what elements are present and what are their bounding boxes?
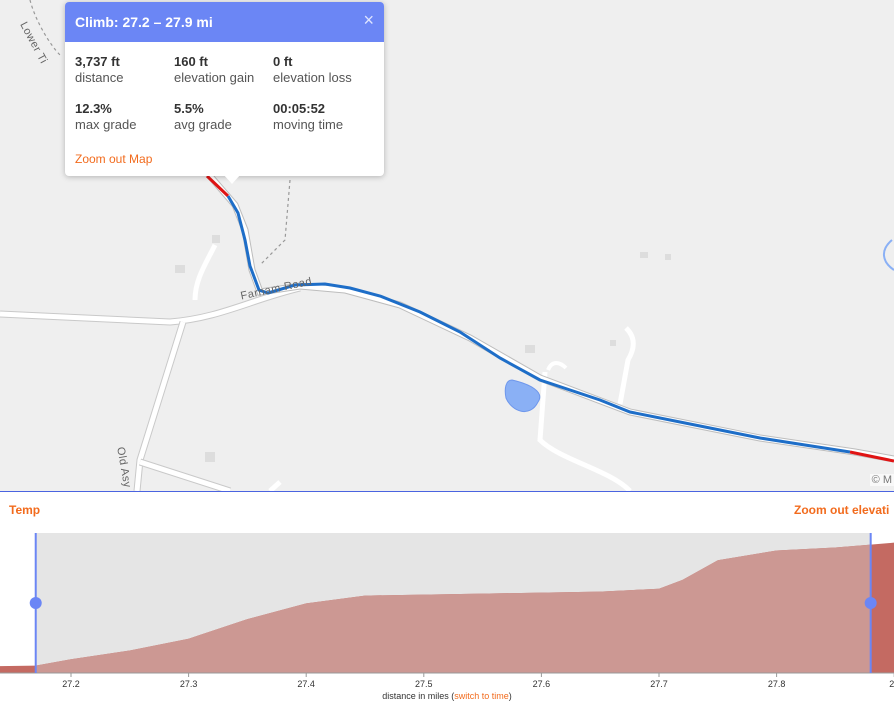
- driveway-5: [268, 480, 282, 491]
- stat-label: max grade: [75, 117, 137, 132]
- x-tick-label: 27.6: [533, 679, 551, 689]
- stat-elevation-gain: 160 ft elevation gain: [174, 54, 254, 86]
- road-west-fill: [0, 285, 301, 325]
- building: [640, 252, 648, 258]
- x-tick-label: 27: [889, 679, 894, 689]
- stat-value: 12.3%: [75, 101, 112, 116]
- x-tick-label: 27.5: [415, 679, 433, 689]
- building: [610, 340, 616, 346]
- stat-label: moving time: [273, 117, 344, 132]
- building: [525, 345, 535, 353]
- stat-label: distance: [75, 70, 124, 85]
- stat-label: elevation loss: [273, 70, 352, 85]
- x-axis: 27.2 27.3 27.4 27.5 27.6 27.7 27.8 27: [0, 672, 894, 689]
- elevation-chart[interactable]: 27.2 27.3 27.4 27.5 27.6 27.7 27.8 27: [0, 533, 894, 691]
- map-canvas[interactable]: [0, 0, 894, 491]
- stat-label: elevation gain: [174, 70, 255, 85]
- temp-button[interactable]: Temp: [9, 503, 41, 517]
- stat-value: 0 ft: [273, 54, 293, 69]
- popup-tip: [223, 174, 241, 184]
- stat-max-grade: 12.3% max grade: [75, 101, 136, 133]
- stat-label: avg grade: [174, 117, 232, 132]
- popup-title: Climb: 27.2 – 27.9 mi: [75, 14, 213, 30]
- building: [212, 235, 220, 243]
- zoom-out-elevation-button[interactable]: Zoom out elevati: [794, 503, 890, 517]
- x-tick-label: 27.8: [768, 679, 786, 689]
- map[interactable]: Farnam Road Lower Ti Old Asy © M Climb: …: [0, 0, 894, 491]
- stat-value: 3,737 ft: [75, 54, 120, 69]
- x-tick-label: 27.4: [297, 679, 315, 689]
- driveway-4: [617, 326, 636, 405]
- axis-caption: distance in miles (switch to time): [0, 691, 894, 701]
- x-tick-label: 27.3: [180, 679, 198, 689]
- driveway-3: [546, 361, 568, 371]
- road-southwest-fill: [139, 459, 231, 491]
- driveway-1: [192, 243, 218, 301]
- stat-moving-time: 00:05:52 moving time: [273, 101, 343, 133]
- selection-handle-right[interactable]: [864, 597, 877, 609]
- selection-handle-left[interactable]: [29, 597, 42, 609]
- farnam-road: [208, 174, 894, 462]
- road-old-asy-fill: [134, 321, 186, 491]
- stat-elevation-loss: 0 ft elevation loss: [273, 54, 352, 86]
- trail-path: [259, 179, 291, 266]
- pond: [504, 379, 541, 412]
- switch-to-time-link[interactable]: switch to time: [454, 691, 509, 701]
- stat-value: 5.5%: [174, 101, 204, 116]
- stat-avg-grade: 5.5% avg grade: [174, 101, 232, 133]
- pond-edge: [883, 239, 894, 271]
- building: [665, 254, 671, 260]
- close-icon[interactable]: ×: [363, 10, 374, 30]
- stat-value: 160 ft: [174, 54, 208, 69]
- route-line-before: [205, 174, 230, 198]
- x-tick-label: 27.7: [650, 679, 668, 689]
- axis-caption-prefix: distance in miles (: [382, 691, 455, 701]
- zoom-out-map-link[interactable]: Zoom out Map: [75, 152, 153, 166]
- profile-area-selected: [35, 544, 871, 673]
- x-tick-label: 27.2: [62, 679, 80, 689]
- axis-caption-suffix: ): [508, 691, 512, 701]
- route-line-climb[interactable]: [226, 195, 851, 454]
- climb-popup: Climb: 27.2 – 27.9 mi × 3,737 ft distanc…: [65, 2, 384, 184]
- farnam-road-casing: [207, 173, 894, 463]
- route-line-after: [849, 450, 894, 463]
- map-attribution[interactable]: © M: [869, 474, 894, 486]
- popup-header: Climb: 27.2 – 27.9 mi ×: [65, 2, 384, 42]
- building: [175, 265, 185, 273]
- driveway-2: [537, 371, 632, 491]
- stat-distance: 3,737 ft distance: [75, 54, 123, 86]
- building: [205, 452, 215, 462]
- stat-value: 00:05:52: [273, 101, 326, 116]
